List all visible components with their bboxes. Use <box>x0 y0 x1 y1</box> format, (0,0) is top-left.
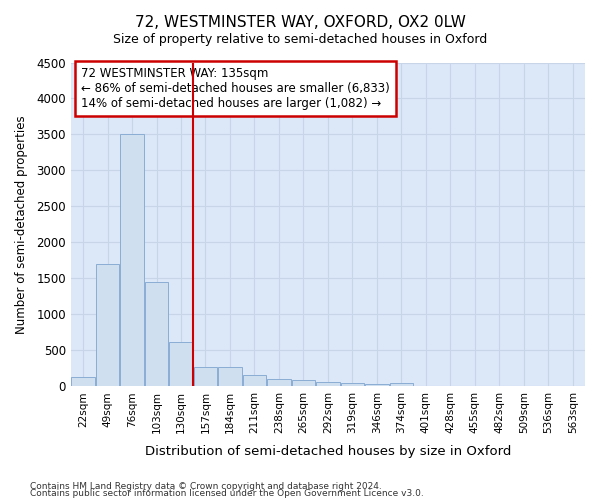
Bar <box>71 377 95 386</box>
Bar <box>243 375 266 386</box>
Text: 72, WESTMINSTER WAY, OXFORD, OX2 0LW: 72, WESTMINSTER WAY, OXFORD, OX2 0LW <box>134 15 466 30</box>
Bar <box>292 380 315 386</box>
Bar <box>218 368 242 386</box>
Bar <box>194 367 217 386</box>
Bar <box>316 382 340 386</box>
Bar <box>341 383 364 386</box>
X-axis label: Distribution of semi-detached houses by size in Oxford: Distribution of semi-detached houses by … <box>145 444 511 458</box>
Y-axis label: Number of semi-detached properties: Number of semi-detached properties <box>15 115 28 334</box>
Bar <box>365 384 389 386</box>
Text: Contains HM Land Registry data © Crown copyright and database right 2024.: Contains HM Land Registry data © Crown c… <box>30 482 382 491</box>
Bar <box>145 282 168 387</box>
Text: Contains public sector information licensed under the Open Government Licence v3: Contains public sector information licen… <box>30 490 424 498</box>
Text: 72 WESTMINSTER WAY: 135sqm
← 86% of semi-detached houses are smaller (6,833)
14%: 72 WESTMINSTER WAY: 135sqm ← 86% of semi… <box>81 68 390 110</box>
Text: Size of property relative to semi-detached houses in Oxford: Size of property relative to semi-detach… <box>113 32 487 46</box>
Bar <box>390 383 413 386</box>
Bar <box>169 342 193 386</box>
Bar <box>121 134 143 386</box>
Bar <box>268 379 290 386</box>
Bar <box>96 264 119 386</box>
